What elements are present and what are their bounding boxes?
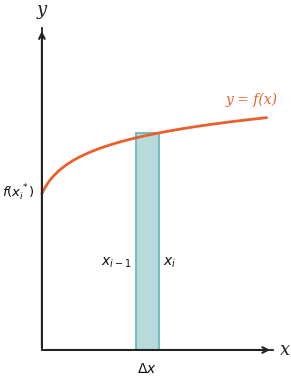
Text: $x_i$: $x_i$ (163, 255, 176, 270)
Text: $f(x_i^*)$: $f(x_i^*)$ (2, 183, 35, 203)
Text: $x_{i-1}$: $x_{i-1}$ (101, 255, 132, 270)
Text: y = f(x): y = f(x) (226, 93, 278, 107)
Text: x: x (280, 341, 290, 359)
Bar (136, 133, 159, 350)
Text: $\Delta x$: $\Delta x$ (137, 363, 157, 377)
Text: y: y (37, 1, 47, 19)
